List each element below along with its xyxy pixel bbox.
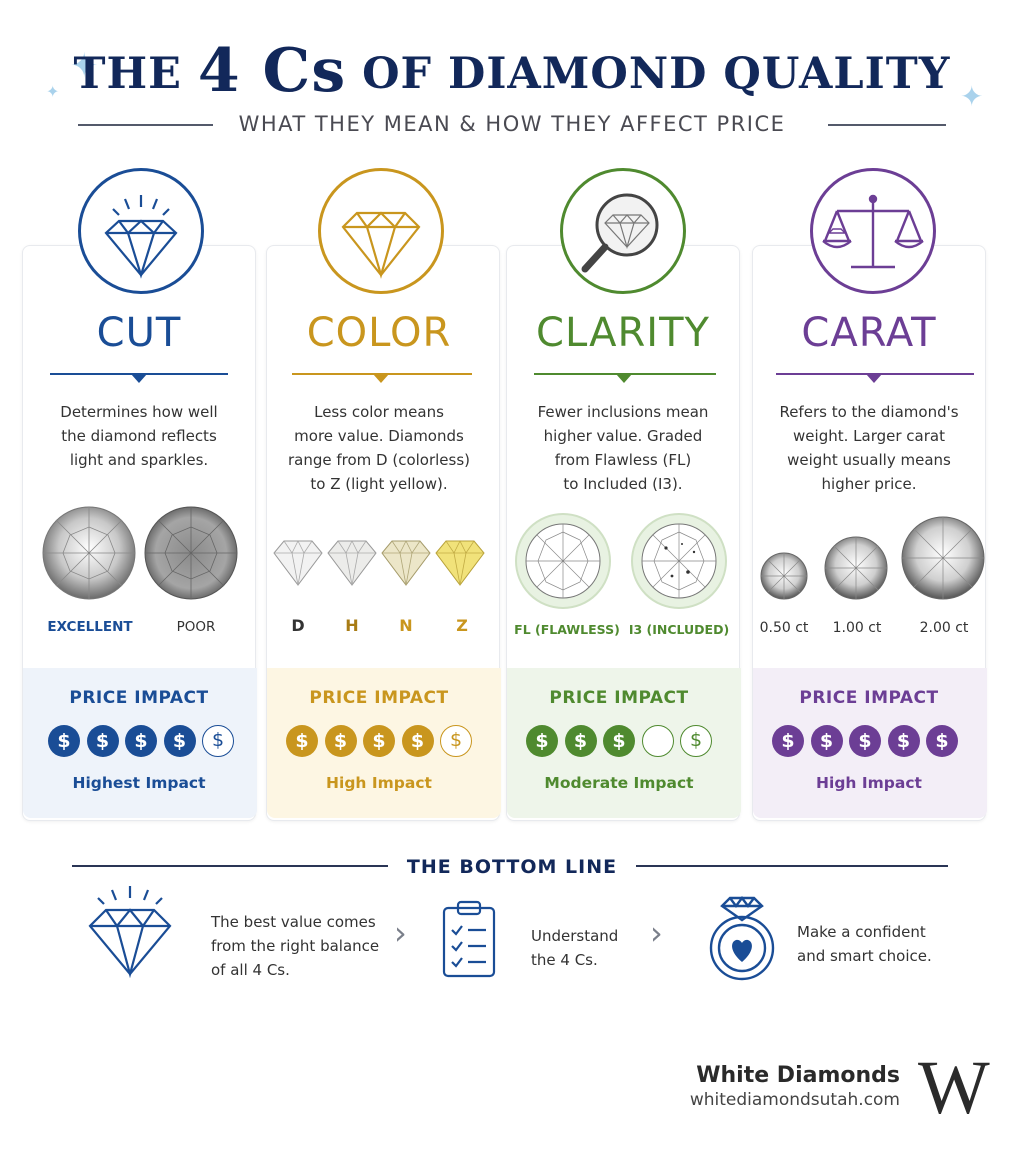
divider-arrow	[616, 374, 632, 383]
impact-level: Moderate Impact	[544, 774, 694, 792]
bottom-step-text: The best value comes from the right bala…	[211, 913, 380, 979]
carat-label-050: 0.50 ct	[759, 620, 809, 636]
bottom-rule-right	[636, 865, 948, 867]
carat-label-200: 2.00 ct	[919, 620, 969, 636]
poor-diamond-image	[144, 506, 238, 600]
diamond-icon	[104, 195, 178, 279]
cut-icon-circle	[78, 168, 204, 294]
dollar-coin-filled-icon: $	[48, 725, 80, 757]
price-impact-title: PRICE IMPACT	[309, 688, 449, 708]
magnifier-diamond-icon	[581, 193, 659, 273]
price-impact-title: PRICE IMPACT	[799, 688, 939, 708]
impact-level: Highest Impact	[72, 774, 206, 792]
bottom-step-text: Understand the 4 Cs.	[531, 927, 619, 969]
diamond-d-image	[273, 540, 323, 586]
dollar-coin-filled-icon: $	[810, 725, 843, 757]
price-impact-title: PRICE IMPACT	[69, 688, 209, 708]
dollar-coin-filled-icon: $	[526, 725, 558, 757]
carat-label-100: 1.00 ct	[832, 620, 882, 636]
scale-icon	[822, 194, 924, 269]
diamond-icon	[341, 211, 421, 279]
diamond-sparkle-icon	[88, 886, 172, 979]
card-title-clarity: CLARITY	[536, 310, 710, 356]
color-icon-circle	[318, 168, 444, 294]
sparkle-icon: ✦	[46, 82, 60, 101]
price-coins: $ $ $ $	[526, 725, 716, 759]
diamond-100ct-image	[824, 536, 888, 600]
grade-label-flawless: FL (FLAWLESS)	[514, 622, 620, 637]
header-rule-right	[828, 124, 946, 126]
carat-diamond-images	[760, 516, 985, 600]
flawless-diamond-image	[515, 513, 611, 609]
diamond-050ct-image	[760, 552, 808, 600]
grade-label-n: N	[399, 616, 413, 635]
card-description: Fewer inclusions mean higher value. Grad…	[537, 403, 709, 493]
page-subtitle: WHAT THEY MEAN & HOW THEY AFFECT PRICE	[238, 112, 786, 136]
sparkle-icon: ✦	[70, 46, 99, 86]
price-impact-title: PRICE IMPACT	[549, 688, 689, 708]
checklist-icon	[442, 900, 496, 978]
ring-heart-icon	[709, 896, 775, 981]
sparkle-icon: ✦	[960, 80, 984, 113]
brand-name: White Diamonds	[696, 1063, 900, 1088]
clarity-icon-circle	[560, 168, 686, 294]
color-grade-diamonds	[273, 540, 485, 586]
card-description: Less color means more value. Diamonds ra…	[287, 403, 471, 493]
dollar-coin-filled-icon: $	[363, 725, 395, 757]
diamond-h-image	[327, 540, 377, 586]
included-diamond-image	[631, 513, 727, 609]
divider-arrow	[866, 374, 882, 383]
page-title: THE 4 Cs OF DIAMOND QUALITY	[73, 36, 951, 106]
bottom-step-text: Make a confident and smart choice.	[797, 923, 932, 965]
dollar-coin-filled-icon: $	[564, 725, 597, 757]
card-title-cut: CUT	[96, 310, 182, 356]
card-title-carat: CARAT	[801, 310, 937, 356]
dollar-coin-filled-icon: $	[324, 725, 357, 757]
cut-diamond-images	[42, 506, 238, 600]
impact-level: High Impact	[816, 774, 922, 792]
dollar-coin-empty-icon: $	[202, 725, 234, 757]
grade-label-excellent: EXCELLENT	[47, 619, 133, 635]
grade-label-poor: POOR	[176, 619, 216, 635]
brand-url[interactable]: whitediamondsutah.com	[689, 1090, 900, 1110]
dollar-coin-filled-icon: $	[125, 725, 157, 757]
dollar-coin-filled-icon: $	[286, 725, 318, 757]
bottom-rule-left	[72, 865, 388, 867]
chevron-right-icon: ›	[650, 914, 663, 952]
dollar-coin-filled-icon: $	[401, 725, 434, 757]
grade-label-h: H	[345, 616, 359, 635]
diamond-z-image	[435, 540, 485, 586]
bottom-line-title: THE BOTTOM LINE	[406, 856, 618, 878]
dollar-coin-filled-icon: $	[603, 725, 635, 757]
price-coins: $ $ $ $ $	[286, 725, 476, 759]
dollar-coin-filled-icon: $	[926, 725, 958, 757]
grade-label-z: Z	[456, 616, 468, 635]
card-description: Determines how well the diamond reflects…	[60, 403, 218, 469]
clarity-diamond-images	[515, 513, 727, 609]
diamond-200ct-image	[901, 516, 985, 600]
dollar-coin-filled-icon: $	[849, 725, 881, 757]
dollar-coin-filled-icon: $	[772, 725, 804, 757]
dollar-coin-filled-icon: $	[887, 725, 920, 757]
dollar-coin-empty-icon	[641, 725, 674, 757]
price-coins: $ $ $ $ $	[772, 725, 972, 759]
card-description: Refers to the diamond's weight. Larger c…	[779, 403, 959, 493]
divider-arrow	[131, 374, 147, 383]
price-coins: $ $ $ $ $	[48, 725, 238, 759]
divider-arrow	[373, 374, 389, 383]
impact-level: High Impact	[326, 774, 432, 792]
brand-logo: W	[918, 1046, 990, 1130]
grade-label-d: D	[291, 616, 305, 635]
header-rule-left	[78, 124, 213, 126]
dollar-coin-filled-icon: $	[86, 725, 119, 757]
card-title-color: COLOR	[306, 310, 452, 356]
grade-label-included: I3 (INCLUDED)	[628, 622, 730, 637]
chevron-right-icon: ›	[394, 914, 407, 952]
excellent-diamond-image	[42, 506, 136, 600]
dollar-coin-empty-icon: $	[440, 725, 472, 757]
dollar-coin-empty-icon: $	[680, 725, 712, 757]
dollar-coin-filled-icon: $	[163, 725, 196, 757]
diamond-n-image	[381, 540, 431, 586]
carat-icon-circle	[810, 168, 936, 294]
